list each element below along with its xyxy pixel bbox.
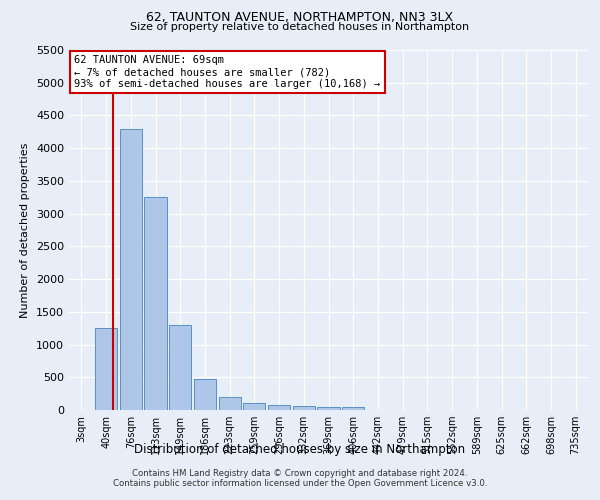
Text: 62, TAUNTON AVENUE, NORTHAMPTON, NN3 3LX: 62, TAUNTON AVENUE, NORTHAMPTON, NN3 3LX [146,11,454,24]
Text: Distribution of detached houses by size in Northampton: Distribution of detached houses by size … [134,442,466,456]
Bar [119,128,142,410]
Bar [268,405,290,410]
Bar [293,406,315,410]
Bar [194,378,216,410]
Bar [342,406,364,410]
Y-axis label: Number of detached properties: Number of detached properties [20,142,31,318]
Bar [218,397,241,410]
Bar [243,404,265,410]
Text: Contains HM Land Registry data © Crown copyright and database right 2024.: Contains HM Land Registry data © Crown c… [132,468,468,477]
Text: 62 TAUNTON AVENUE: 69sqm
← 7% of detached houses are smaller (782)
93% of semi-d: 62 TAUNTON AVENUE: 69sqm ← 7% of detache… [74,56,380,88]
Bar [169,325,191,410]
Bar [95,328,117,410]
Bar [145,198,167,410]
Bar [317,406,340,410]
Text: Contains public sector information licensed under the Open Government Licence v3: Contains public sector information licen… [113,478,487,488]
Text: Size of property relative to detached houses in Northampton: Size of property relative to detached ho… [130,22,470,32]
